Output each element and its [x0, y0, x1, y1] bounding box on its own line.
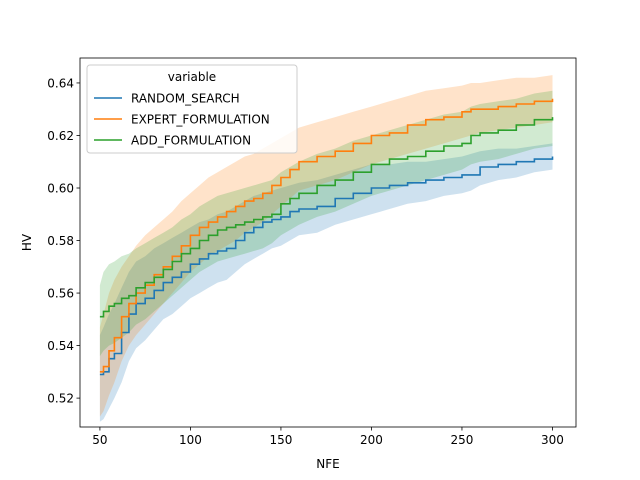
add-formulation-line — [99, 117, 554, 318]
x-tick-label: 150 — [269, 433, 292, 447]
x-tick-label: 300 — [541, 433, 564, 447]
y-tick-label: 0.58 — [47, 234, 74, 248]
y-axis-ticks: 0.52 0.54 0.56 0.58 0.60 0.62 0.64 — [47, 76, 80, 405]
legend-entry-expert-formulation: EXPERT_FORMULATION — [94, 112, 270, 126]
legend: variable RANDOM_SEARCH EXPERT_FORMULATION… — [86, 64, 298, 154]
y-tick-label: 0.52 — [47, 391, 74, 405]
y-axis-label: HV — [20, 233, 34, 251]
x-tick-label: 200 — [360, 433, 383, 447]
legend-entry-random-search: RANDOM_SEARCH — [94, 91, 240, 105]
random-search-band — [99, 143, 553, 422]
y-tick-label: 0.54 — [47, 339, 74, 353]
legend-label: RANDOM_SEARCH — [131, 91, 240, 105]
legend-box — [86, 64, 298, 154]
legend-entries: RANDOM_SEARCH EXPERT_FORMULATION ADD_FORMU… — [94, 91, 270, 147]
legend-label: ADD_FORMULATION — [131, 133, 251, 147]
x-tick-label: 100 — [179, 433, 202, 447]
series-lines — [99, 98, 554, 376]
x-axis-ticks: 50 100 150 200 250 300 — [92, 427, 564, 447]
y-tick-label: 0.56 — [47, 286, 74, 300]
axes-frame — [79, 57, 577, 428]
add-formulation-band — [99, 90, 553, 357]
x-tick-label: 50 — [92, 433, 107, 447]
y-tick-label: 0.64 — [47, 76, 74, 90]
y-tick-label: 0.60 — [47, 181, 74, 195]
plot-area — [79, 57, 577, 428]
legend-label: EXPERT_FORMULATION — [131, 112, 270, 126]
expert-formulation-line — [99, 98, 554, 373]
legend-entry-add-formulation: ADD_FORMULATION — [94, 133, 251, 147]
random-search-line — [99, 156, 554, 376]
y-tick-label: 0.62 — [47, 129, 74, 143]
x-tick-label: 250 — [451, 433, 474, 447]
legend-title: variable — [168, 70, 216, 84]
x-axis-label: NFE — [316, 457, 339, 471]
